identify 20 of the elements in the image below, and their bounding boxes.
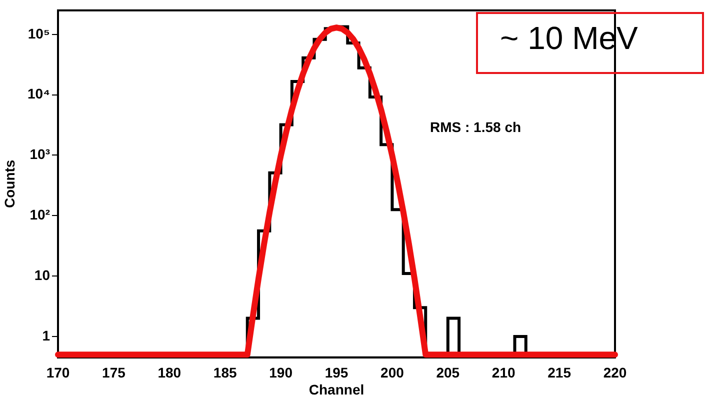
x-tick-label: 185	[213, 364, 237, 381]
x-tick-label: 200	[380, 364, 404, 381]
y-axis-title: Counts	[1, 160, 18, 208]
y-tick-label: 10⁵	[28, 25, 50, 42]
x-tick-label: 180	[158, 364, 182, 381]
y-tick-label: 10³	[30, 146, 50, 162]
y-tick-label: 10²	[30, 206, 50, 223]
x-tick-label: 190	[269, 364, 293, 381]
annotation: RMS : 1.58 ch	[430, 119, 522, 135]
y-tick-label: 10⁴	[28, 86, 50, 102]
x-tick-label: 215	[548, 364, 572, 381]
x-tick-label: 210	[492, 364, 516, 381]
x-axis-title: Channel	[308, 381, 364, 398]
x-tick-label: 195	[324, 364, 348, 381]
y-tick-label: 1	[42, 327, 50, 344]
x-tick-label: 205	[436, 364, 460, 381]
x-tick-label: 175	[102, 364, 126, 381]
x-tick-label: 220	[603, 364, 627, 381]
x-tick-label: 170	[46, 364, 70, 381]
y-tick-label: 10	[34, 266, 50, 283]
